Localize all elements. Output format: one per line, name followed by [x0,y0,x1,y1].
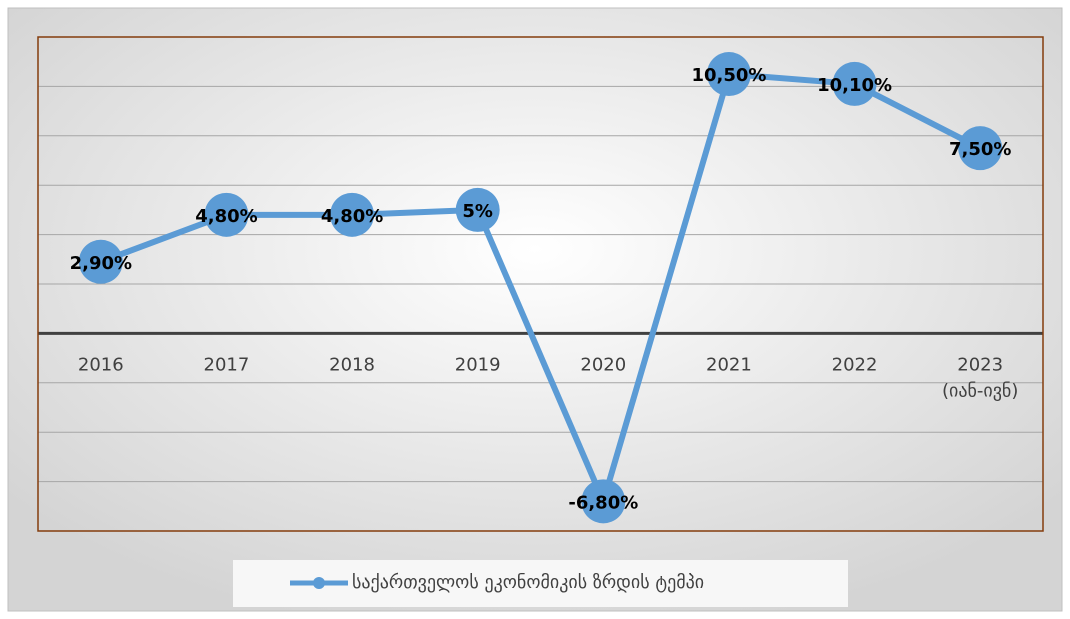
marker [78,239,123,284]
data-label: 7,50% [949,139,1011,160]
data-label: -6,80% [568,492,638,513]
x-tick-label: 2021 [706,354,752,375]
marker [706,52,751,97]
data-label: 10,10% [817,75,892,96]
x-tick-label: 2019 [455,354,501,375]
legend-marker [313,577,325,589]
legend-label: საქართველოს ეკონომიკის ზრდის ტემპი [352,572,704,593]
data-label: 4,80% [195,206,257,227]
data-label: 4,80% [321,206,383,227]
x-tick-label: 2022 [832,354,878,375]
x-tick-label: 2018 [329,354,375,375]
marker [832,61,877,106]
data-label: 5% [462,201,493,222]
marker [204,192,249,237]
x-tick-label: 2023 (იან-ივნ) [942,354,1018,401]
marker [581,479,626,524]
plot-border [37,36,1044,532]
marker [330,192,375,237]
data-label: 10,50% [691,65,766,86]
marker [958,126,1003,171]
x-tick-label: 2017 [204,354,250,375]
x-tick-label: 2016 [78,354,124,375]
data-label: 2,90% [70,253,132,274]
chart-background [7,7,1063,612]
marker [455,187,500,232]
x-tick-label: 2020 [580,354,626,375]
